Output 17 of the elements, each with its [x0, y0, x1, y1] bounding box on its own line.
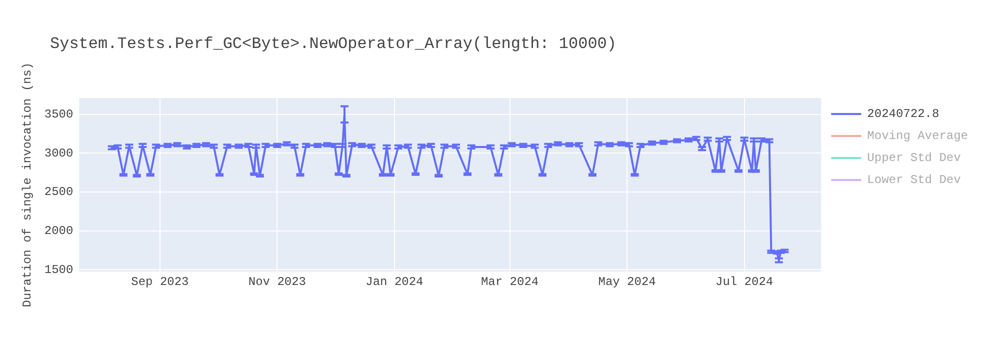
x-tick-label: Nov 2023 [248, 274, 306, 289]
legend-label: Upper Std Dev [867, 151, 961, 166]
y-tick-label: 3000 [44, 146, 74, 160]
legend-label: 20240722.8 [867, 107, 940, 122]
legend-label: Moving Average [867, 129, 968, 144]
x-tick-label: Mar 2024 [480, 274, 539, 289]
x-tick-label: Jul 2024 [715, 274, 774, 289]
legend-label: Lower Std Dev [867, 173, 961, 188]
x-tick-label: Sep 2023 [131, 274, 189, 289]
x-tick-label: May 2024 [598, 274, 656, 289]
y-tick-label: 3500 [44, 108, 74, 122]
chart-title: System.Tests.Perf_GC<Byte>.NewOperator_Array(length: 10000) [50, 35, 616, 53]
y-tick-label: 2000 [44, 224, 74, 238]
y-axis-title: Duration of single invocation (ns) [20, 62, 34, 308]
x-tick-label: Jan 2024 [366, 274, 424, 289]
y-tick-label: 2500 [44, 185, 74, 200]
y-tick-label: 1500 [44, 262, 74, 277]
